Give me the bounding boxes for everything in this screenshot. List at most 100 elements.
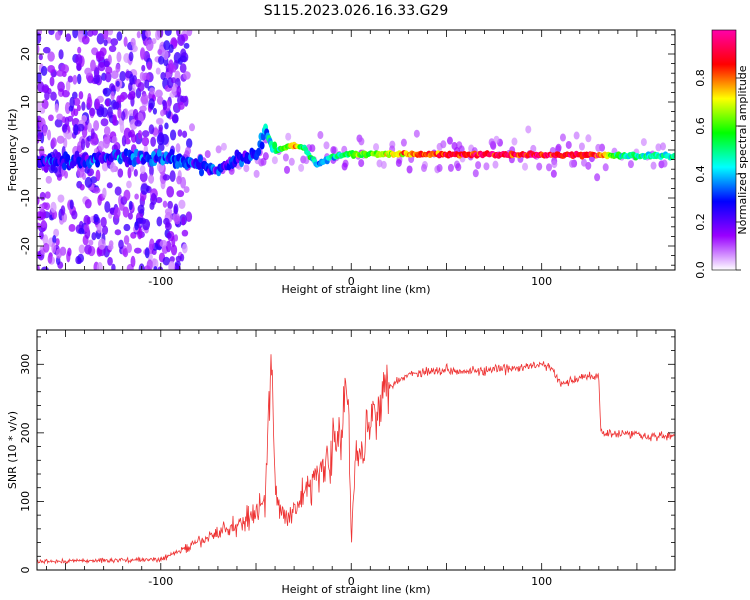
spectrogram-noise-cell [106,182,113,189]
spectrogram-noise-cell [114,186,122,196]
snr-x-tick-label: -100 [148,575,173,588]
spectrogram-noise-cell [52,235,57,244]
spectrogram-noise-cell [101,160,109,172]
spectrogram-noise-cell [84,167,90,174]
spectrogram-noise-cell [42,46,51,54]
spectrogram-noise-cell [71,117,80,128]
spectrogram-noise-cell [103,39,108,47]
spectrogram-noise-cell [67,75,74,83]
spectrogram-noise-cell [80,138,86,151]
spectrogram-noise-cell [37,101,42,112]
spectrogram-noise-cell [120,111,126,121]
snr-series-line [37,354,675,565]
spectrogram-halo-cell [406,165,413,174]
spectrogram-halo-cell [569,159,576,168]
spectrogram-noise-cell [150,192,156,202]
spectrogram-halo-cell [455,163,462,172]
spectrogram-noise-cell [64,170,69,179]
spectrogram-halo-cell [472,169,479,178]
spectrogram-noise-cell [168,62,174,75]
spectrogram-halo-cell [627,160,634,169]
spectrogram-noise-cell [168,260,176,270]
spectrogram-noise-cell [96,33,105,45]
spectrogram-noise-cell [149,238,155,251]
spectrogram-noise-cell [109,207,115,214]
spectrogram-noise-cell [102,225,109,235]
spectrogram-noise-cell [183,42,190,49]
spectrogram-ridge-cell [272,141,278,150]
spectrogram-noise-cell [51,242,57,254]
spectrogram-noise-cell [176,175,182,185]
snr-panel: -100 0 100 0 100 200 300 Height of straight li… [6,329,676,596]
spectrogram-noise-cell [123,36,128,47]
spectrogram-noise-cell [155,197,163,204]
spectrogram-noise-cell [41,219,46,229]
spectrogram-noise-cell [166,186,175,198]
spectrogram-halo-cell [446,136,453,145]
spectrogram-halo-cell [330,146,337,155]
spectrogram-noise-cell [145,39,154,52]
spectrogram-noise-cell [115,63,121,73]
spectrogram-halo-cell [323,141,330,150]
spectrogram-noise-cell [157,132,165,143]
snr-marks [37,354,675,565]
spectrogram-halo-cell [522,162,529,171]
spectrogram-noise-cell [146,259,154,270]
spectrogram-noise-cell [60,205,66,216]
spectrogram-halo-cell [421,164,428,173]
spectrogram-noise-cell [39,191,46,201]
spectrogram-noise-cell [87,92,92,104]
spectrogram-halo-cell [483,162,490,171]
spectrogram-noise-cell [170,77,176,84]
spectrogram-noise-cell [73,124,79,136]
spectrogram-noise-cell [116,51,122,63]
spectrogram-noise-cell [81,101,86,111]
spectrogram-noise-cell [77,46,82,54]
spectrogram-noise-cell [116,31,123,41]
spectrogram-noise-cell [58,49,64,60]
spectrogram-noise-cell [179,55,187,63]
spectrogram-noise-cell [98,140,105,152]
spectrogram-halo-cell [400,138,407,147]
spectrogram-noise-cell [92,187,101,194]
spectrogram-noise-cell [173,234,179,242]
spectrogram-halo-cell [373,143,380,152]
spectrogram-y-tick-label: 20 [19,47,32,61]
spectrogram-noise-cell [167,200,173,210]
spectrogram-noise-cell [72,74,78,85]
spectrogram-halo-cell [511,137,518,146]
spectrogram-noise-cell [160,109,165,117]
spectrogram-noise-cell [102,137,110,149]
spectrogram-noise-cell [76,73,82,85]
spectrogram-halo-cell [536,162,543,171]
spectrogram-halo-cell [288,157,295,166]
spectrogram-noise-cell [78,227,85,235]
spectrogram-noise-cell [177,34,186,47]
spectrogram-noise-cell [61,64,70,74]
spectrogram-noise-cell [181,229,189,237]
spectrogram-noise-cell [137,81,145,92]
spectrogram-noise-cell [38,203,45,212]
colorbar-tick-label: 0.2 [694,213,707,231]
spectrogram-noise-cell [169,170,176,182]
spectrogram-noise-cell [139,105,147,112]
spectrogram-noise-cell [182,130,188,139]
spectrogram-noise-cell [38,54,43,61]
spectrogram-noise-cell [54,103,59,113]
snr-x-tick-label: 0 [348,575,355,588]
spectrogram-noise-cell [153,266,158,270]
spectrogram-noise-cell [169,256,175,263]
spectrogram-noise-cell [75,54,83,66]
spectrogram-halo-cell [436,164,443,173]
spectrogram-noise-cell [109,83,115,92]
spectrogram-noise-cell [186,30,193,37]
spectrogram-noise-cell [174,215,181,225]
spectrogram-ridge-cell [199,168,205,177]
spectrogram-noise-cell [145,30,151,38]
spectrogram-halo-cell [602,163,609,172]
spectrogram-noise-cell [178,199,186,210]
figure-title: S115.2023.026.16.33.G29 [264,3,449,19]
spectrogram-noise-cell [96,223,102,234]
spectrogram-noise-cell [112,101,120,110]
spectrogram-noise-cell [158,55,165,65]
